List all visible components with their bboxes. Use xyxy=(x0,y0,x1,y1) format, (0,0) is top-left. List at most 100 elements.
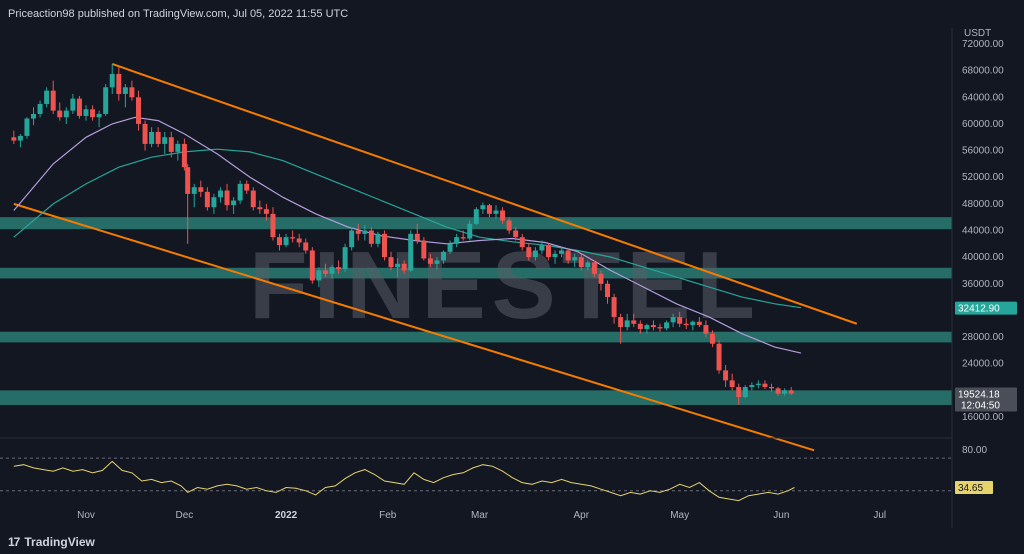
candle-body-83 xyxy=(552,253,558,258)
candle-body-108 xyxy=(716,343,722,371)
candle-body-40 xyxy=(270,213,276,238)
candle-body-102 xyxy=(677,317,683,324)
y-tick-label-1: 68000.00 xyxy=(962,66,1004,77)
candle-body-76 xyxy=(506,220,512,231)
candle-body-64 xyxy=(427,258,433,264)
y-tick-label-5: 52000.00 xyxy=(962,172,1004,183)
candle-body-58 xyxy=(388,257,394,268)
tradingview-logo[interactable]: 17 TradingView xyxy=(8,535,95,549)
candle-body-109 xyxy=(723,370,729,381)
y-tick-label-3: 60000.00 xyxy=(962,119,1004,130)
candle-body-61 xyxy=(408,233,414,271)
candle-body-0 xyxy=(11,137,17,141)
candle-body-62 xyxy=(414,233,420,241)
y-tick-label-11: 24000.00 xyxy=(962,359,1004,370)
candle-body-77 xyxy=(513,230,519,238)
candle-body-101 xyxy=(670,317,676,323)
candle-body-44 xyxy=(296,238,302,243)
x-tick-label-1: Dec xyxy=(176,510,194,521)
candle-body-85 xyxy=(565,250,571,261)
candle-body-57 xyxy=(381,233,387,258)
candle-body-15 xyxy=(109,73,115,88)
candle-body-56 xyxy=(375,233,381,244)
time-axis[interactable]: Nov Dec 2022 Feb Mar Apr May Jun Jul xyxy=(77,510,886,521)
finestel-watermark: FINESTEL xyxy=(249,232,761,339)
rsi-badge-bg xyxy=(955,481,993,494)
candle-body-63 xyxy=(421,240,427,259)
candle-body-8 xyxy=(63,110,69,118)
candle-body-41 xyxy=(277,237,283,246)
candle-body-37 xyxy=(250,190,256,208)
candle-body-89 xyxy=(591,262,597,274)
candle-body-35 xyxy=(237,183,243,201)
rsi-badge-label: 34.65 xyxy=(958,483,983,494)
candle-body-45 xyxy=(303,242,309,251)
y-tick-label-9: 36000.00 xyxy=(962,279,1004,290)
candle-body-91 xyxy=(605,283,611,298)
candle-body-93 xyxy=(618,317,624,328)
candle-body-82 xyxy=(545,245,551,258)
watermark-group: FINESTEL xyxy=(249,232,761,339)
publisher-header: Priceaction98 published on TradingView.c… xyxy=(0,0,1024,28)
x-tick-label-8: Jul xyxy=(873,510,886,521)
candle-body-2 xyxy=(24,118,30,136)
footer-bar: 17 TradingView xyxy=(0,528,1024,554)
price-badge-label-1: 19524.18 xyxy=(958,390,1000,401)
candle-body-16 xyxy=(116,73,122,94)
candle-body-3 xyxy=(31,113,37,119)
candle-body-7 xyxy=(57,110,63,118)
x-tick-label-3: Feb xyxy=(379,510,397,521)
candle-body-68 xyxy=(454,237,460,244)
candle-body-103 xyxy=(683,323,689,326)
candle-body-17 xyxy=(122,87,128,94)
candle-body-43 xyxy=(290,237,296,239)
candle-body-21 xyxy=(149,131,155,144)
candle-body-115 xyxy=(762,383,768,388)
candle-body-54 xyxy=(362,230,368,234)
y-tick-label-8: 40000.00 xyxy=(962,252,1004,263)
candle-body-20 xyxy=(142,123,148,144)
candle-body-114 xyxy=(755,383,761,386)
candle-body-72 xyxy=(480,205,486,210)
price-badge-bg-1 xyxy=(955,387,1017,412)
channel-line-1 xyxy=(13,202,815,452)
candle-body-26 xyxy=(181,143,187,168)
candle-body-24 xyxy=(168,137,174,152)
x-tick-label-2: 2022 xyxy=(275,510,298,521)
candle-body-90 xyxy=(598,273,604,284)
candle-body-51 xyxy=(342,247,348,270)
candle-body-99 xyxy=(657,327,663,329)
candle-body-53 xyxy=(355,230,361,234)
candle-body-11 xyxy=(83,109,89,116)
candle-body-50 xyxy=(336,267,342,270)
candle-body-110 xyxy=(729,380,735,388)
candle-body-52 xyxy=(349,230,355,248)
x-tick-label-6: May xyxy=(670,510,689,521)
candlesticks xyxy=(11,63,794,406)
candle-body-25 xyxy=(175,143,181,152)
candle-body-116 xyxy=(769,387,775,389)
candle-body-100 xyxy=(664,322,670,329)
candle-body-27 xyxy=(185,167,191,194)
candle-body-86 xyxy=(572,257,578,261)
candle-body-55 xyxy=(368,230,374,244)
candle-body-32 xyxy=(217,190,223,198)
candle-body-117 xyxy=(775,388,781,394)
candle-body-36 xyxy=(244,183,250,191)
price-badge-sublabel-1: 12:04:50 xyxy=(961,401,1000,412)
candle-body-97 xyxy=(644,325,650,330)
support-zone-3 xyxy=(0,390,952,406)
x-tick-label-5: Apr xyxy=(573,510,589,521)
descending-channel xyxy=(13,63,858,452)
candle-body-46 xyxy=(309,250,315,281)
ma-green-line xyxy=(13,148,802,309)
candle-body-33 xyxy=(224,190,230,206)
candle-body-9 xyxy=(70,98,76,111)
candle-body-23 xyxy=(162,137,168,144)
candle-body-81 xyxy=(539,245,545,251)
candle-body-48 xyxy=(322,270,328,274)
candle-body-19 xyxy=(135,97,141,124)
candle-body-106 xyxy=(703,325,709,334)
